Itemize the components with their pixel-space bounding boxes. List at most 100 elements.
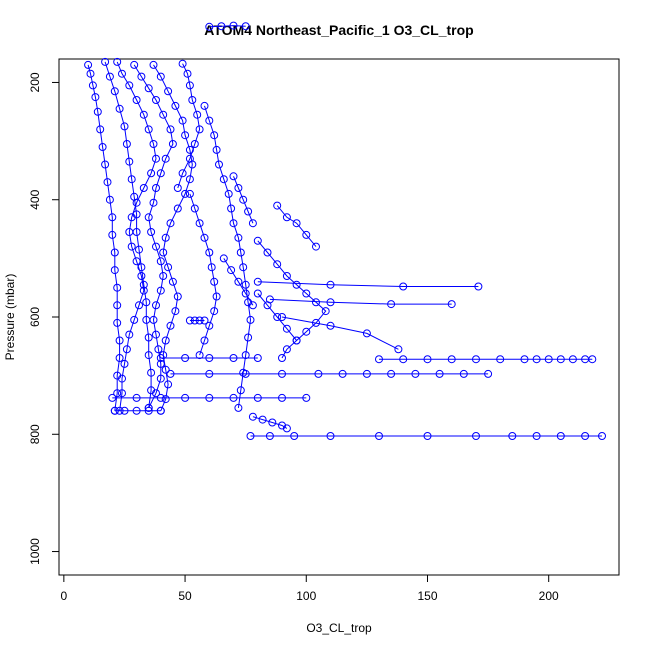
data-point xyxy=(292,219,301,228)
data-point xyxy=(544,355,553,364)
data-point xyxy=(152,242,160,251)
data-point xyxy=(113,57,122,66)
data-point xyxy=(161,336,170,345)
data-point xyxy=(152,301,160,310)
data-point xyxy=(246,432,255,440)
data-point xyxy=(362,329,371,338)
data-point xyxy=(200,316,209,325)
data-point xyxy=(122,345,131,354)
data-point xyxy=(132,257,141,266)
data-point xyxy=(135,245,143,254)
data-point xyxy=(244,207,253,216)
data-point xyxy=(144,213,153,222)
data-point xyxy=(302,230,311,239)
data-point xyxy=(152,154,160,163)
series-15 xyxy=(253,277,483,291)
data-point xyxy=(132,96,141,104)
series-22 xyxy=(229,172,257,228)
data-point xyxy=(115,104,124,113)
data-point xyxy=(137,72,146,81)
data-point xyxy=(122,140,131,148)
data-point xyxy=(168,277,177,286)
data-point xyxy=(125,330,134,339)
data-point xyxy=(290,432,299,440)
data-point xyxy=(105,72,114,81)
data-point xyxy=(212,145,221,154)
data-point xyxy=(156,354,165,362)
data-point xyxy=(161,233,170,242)
data-point xyxy=(435,369,444,378)
data-point xyxy=(459,369,468,378)
data-point xyxy=(125,157,134,166)
data-point xyxy=(137,272,146,280)
data-point xyxy=(168,140,177,148)
data-point xyxy=(127,175,136,184)
data-point xyxy=(120,406,129,415)
data-point xyxy=(253,354,262,362)
data-point xyxy=(132,406,141,415)
data-point xyxy=(472,355,480,364)
data-point xyxy=(205,22,214,31)
data-point xyxy=(248,219,257,228)
data-point xyxy=(144,351,153,360)
data-point xyxy=(101,57,110,66)
data-point xyxy=(312,298,320,307)
data-point xyxy=(118,374,126,383)
data-point xyxy=(520,355,529,364)
data-point xyxy=(152,96,160,104)
series-line xyxy=(257,281,479,287)
data-point xyxy=(205,116,214,125)
data-point xyxy=(195,219,204,228)
data-point xyxy=(278,393,286,402)
data-point xyxy=(132,393,141,402)
data-point xyxy=(156,393,165,402)
series-17 xyxy=(278,313,403,354)
plot-frame xyxy=(58,58,620,576)
data-point xyxy=(166,125,175,134)
y-axis-label: Pressure (mbar) xyxy=(3,274,17,361)
data-point xyxy=(173,292,182,301)
data-point xyxy=(282,272,291,280)
data-point xyxy=(326,321,335,330)
data-point xyxy=(253,289,262,298)
data-point xyxy=(171,307,180,316)
data-point xyxy=(113,283,122,292)
x-axis-label: O3_CL_trop xyxy=(306,621,372,635)
y-tick-label: 1000 xyxy=(28,538,42,565)
data-point xyxy=(118,389,126,398)
data-point xyxy=(207,263,216,272)
data-point xyxy=(411,369,420,378)
data-point xyxy=(239,195,248,204)
data-point xyxy=(93,107,102,116)
data-point xyxy=(205,248,214,257)
data-point xyxy=(278,354,286,362)
data-point xyxy=(200,233,209,242)
data-point xyxy=(253,393,262,402)
data-point xyxy=(156,374,165,383)
series-line xyxy=(189,193,218,356)
y-axis: 200 400 600 800 1000 xyxy=(28,72,60,565)
series-24 xyxy=(248,412,291,433)
data-point xyxy=(147,368,156,377)
data-point xyxy=(144,333,153,342)
data-point xyxy=(178,116,187,125)
data-point xyxy=(108,393,117,402)
data-point xyxy=(156,406,165,415)
series-13 xyxy=(375,355,597,364)
data-point xyxy=(263,301,272,310)
x-tick-label: 150 xyxy=(417,589,437,603)
data-point xyxy=(190,140,199,148)
data-point xyxy=(195,316,204,325)
data-point xyxy=(195,351,204,360)
series-line xyxy=(233,176,254,224)
data-point xyxy=(105,195,114,204)
data-point xyxy=(161,154,170,163)
data-point xyxy=(205,354,214,362)
data-point xyxy=(149,60,158,69)
data-point xyxy=(101,160,110,169)
data-point xyxy=(314,369,323,378)
data-point xyxy=(98,143,107,151)
data-point xyxy=(149,198,158,207)
chart-title: ATOM4 Northeast_Pacific_1 O3_CL_trop xyxy=(204,22,473,38)
data-point xyxy=(302,393,311,402)
